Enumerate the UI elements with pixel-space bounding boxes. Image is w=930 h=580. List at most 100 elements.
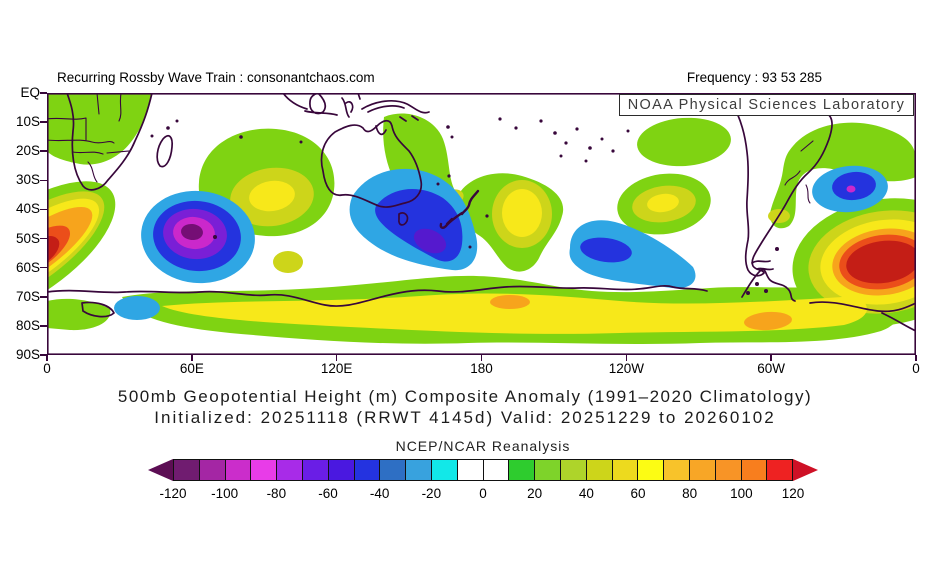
lat-tick-label: 90S — [15, 346, 40, 362]
colorbar-cell — [328, 460, 355, 480]
colorbar-cell — [586, 460, 613, 480]
lat-tick-mark — [40, 266, 47, 269]
colorbar-tick-labels: -120 -100 -80 -60 -40 -20 0 20 40 60 80 100 120 — [148, 486, 818, 502]
colorbar-tick-value: 100 — [730, 486, 753, 501]
colorbar-cell — [509, 460, 536, 480]
tasmania-coast — [398, 212, 409, 226]
colorbar-tick-value: -100 — [211, 486, 239, 501]
colorbar-cell — [715, 460, 742, 480]
colorbar-tick-value: 40 — [578, 486, 594, 501]
lat-tick-mark — [40, 325, 47, 327]
chart-subtitle: Initialized: 20251118 (RRWT 4145d) Valid… — [154, 408, 776, 427]
indian-ocean-low-core — [181, 223, 203, 241]
ice-shelf-edge — [81, 301, 115, 318]
chart-title: 500mb Geopotential Height (m) Composite … — [117, 387, 813, 406]
colorbar-cell — [483, 460, 510, 480]
lat-tick-mark — [40, 208, 47, 211]
australia-low-core — [413, 228, 447, 254]
antarctic-peninsula — [741, 268, 796, 302]
colorbar-cell — [251, 460, 278, 480]
lat-tick-label: 20S — [15, 143, 40, 159]
lat-tick-label: 70S — [15, 288, 40, 304]
colorbar-cell — [380, 460, 407, 480]
map-plot-area: NOAA Physical Sciences Laboratory — [47, 93, 916, 355]
colorbar-cell — [354, 460, 381, 480]
negative-anomaly-blobs — [114, 165, 888, 320]
lon-tick-label: 120W — [608, 361, 644, 376]
colorbar-cell — [664, 460, 690, 480]
island-dots — [150, 117, 779, 295]
antarctica-coast-main — [47, 285, 708, 307]
colorbar-tick-value: 60 — [630, 486, 646, 501]
supertitle: Recurring Rossby Wave Train : consonantc… — [57, 70, 375, 85]
colorbar-right-arrow — [793, 459, 818, 481]
green-south-america-atlantic — [770, 122, 916, 229]
colorbar-tick-value: -20 — [421, 486, 442, 501]
colorbar-tick-value: 20 — [527, 486, 543, 501]
colorbar-tick-value: -120 — [159, 486, 187, 501]
africa-coast — [66, 93, 153, 191]
south-america-coast — [727, 93, 833, 277]
greenwich-high-core — [47, 236, 60, 268]
colorbar-tick-value: 120 — [781, 486, 805, 501]
noaa-psl-label-box: NOAA Physical Sciences Laboratory — [619, 94, 914, 116]
colorbar-cell — [741, 460, 768, 480]
lat-tick-mark — [40, 296, 47, 298]
lon-tick-mark — [480, 355, 483, 361]
south-pacific-low-outer — [569, 220, 696, 289]
madagascar-coast — [156, 134, 173, 168]
colorbar-tick-value: -60 — [318, 486, 338, 501]
lat-tick-mark — [40, 179, 47, 182]
colorbar-cell — [225, 460, 252, 480]
antarctic-band-yellow — [162, 293, 867, 334]
ross-sea-warm-spot — [490, 295, 530, 309]
colorbar-cell — [174, 460, 200, 480]
lon-tick-mark — [46, 355, 48, 361]
lat-tick-mark — [40, 150, 47, 152]
weddell-coast-low — [114, 296, 160, 320]
colorbar-cell — [199, 460, 226, 480]
south-america-borders — [784, 140, 814, 204]
colorbar-label: NCEP/NCAR Reanalysis — [395, 438, 571, 454]
south-atlantic-high-core — [846, 240, 916, 284]
colorbar-cells — [173, 459, 793, 481]
colorbar-cell — [638, 460, 665, 480]
new-guinea-coast — [361, 99, 430, 114]
colorbar-tick-value: -80 — [266, 486, 287, 501]
lon-tick-label: 120E — [320, 361, 353, 376]
colorbar-cell — [431, 460, 458, 480]
southeast-pacific-high-core — [647, 193, 679, 213]
plot-frame — [47, 93, 916, 355]
anomaly-map-svg — [47, 93, 916, 355]
lat-tick-label: 40S — [15, 201, 40, 217]
lon-tick-mark — [335, 355, 338, 361]
lat-tick-label: 50S — [15, 230, 40, 246]
antarctica-coast-east — [809, 301, 916, 332]
atlantic-low-core — [846, 185, 856, 193]
lon-tick-label: 60E — [179, 361, 204, 376]
africa-borders — [47, 93, 130, 183]
lat-tick-mark — [40, 237, 47, 240]
lon-tick-mark — [191, 355, 193, 361]
lat-tick-mark — [40, 121, 47, 123]
lon-tick-label: 180 — [470, 361, 493, 376]
colorbar-cell — [302, 460, 329, 480]
new-zealand-coast — [439, 189, 480, 229]
colorbar-cell — [560, 460, 587, 480]
green-africa — [47, 93, 152, 165]
colorbar-cell — [457, 460, 484, 480]
indonesia-coast — [282, 93, 419, 122]
lat-tick-mark — [40, 354, 47, 356]
colorbar-tick-value: -40 — [369, 486, 390, 501]
lon-tick-label: 60W — [757, 361, 786, 376]
lon-tick-mark — [625, 355, 628, 361]
colorbar-cell — [767, 460, 793, 480]
colorbar-cell — [689, 460, 716, 480]
colorbar-cell — [277, 460, 303, 480]
dateline-high-core — [502, 189, 542, 237]
gulf-of-carpentaria — [375, 125, 387, 136]
weddell-warm-spot — [744, 311, 792, 331]
colorbar-cell — [612, 460, 639, 480]
noaa-psl-label: NOAA Physical Sciences Laboratory — [627, 97, 906, 113]
colorbar-cell — [406, 460, 432, 480]
